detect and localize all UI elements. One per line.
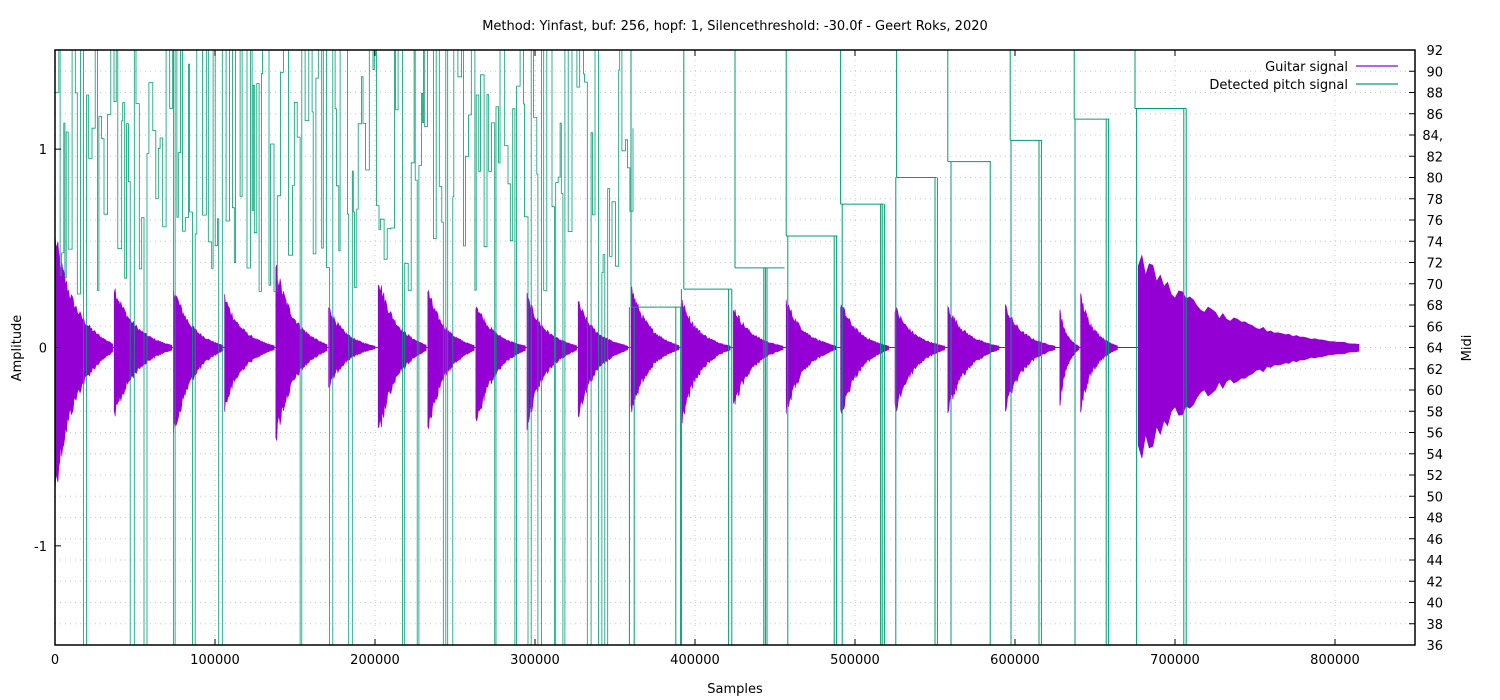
guitar-note-envelope (1059, 308, 1080, 406)
guitar-note-envelope (1080, 293, 1118, 413)
x-tick-label: 400000 (670, 653, 720, 668)
y2-tick-label: 92 (1426, 44, 1443, 59)
guitar-note-envelope (113, 288, 173, 417)
guitar-note-envelope (1137, 254, 1360, 459)
guitar-note-envelope (894, 307, 945, 412)
x-axis: 0 100000 200000 300000 400000 500000 600000 700… (51, 50, 1360, 668)
legend-label-guitar-signal: Guitar signal (1265, 60, 1348, 75)
y2-tick-label: 54 (1426, 448, 1443, 463)
guitar-note-envelope (840, 304, 889, 414)
pitch-noisy-region (55, 49, 634, 646)
guitar-note-envelope (475, 306, 526, 421)
series-guitar-signal (54, 234, 1360, 492)
y2-tick-label: 82 (1426, 150, 1443, 165)
y2-axis: 36 38 40 42 44 46 48 50 52 54 56 58 60 62 64 66 68 70 72 74… (1409, 44, 1443, 654)
y2-tick-label: 70 (1426, 278, 1443, 293)
y2-tick-label: 72 (1426, 257, 1443, 272)
y2-tick-label: 44 (1426, 554, 1443, 569)
guitar-note-envelope (785, 299, 837, 414)
guitar-note-envelope (577, 300, 629, 418)
y2-tick-label: 60 (1426, 384, 1443, 399)
y2-tick-label: 62 (1426, 363, 1443, 378)
y2-tick-label: 40 (1426, 597, 1443, 612)
y-tick-label: 0 (39, 342, 47, 357)
y2-tick-label: 76 (1426, 214, 1443, 229)
y2-tick-label: 90 (1426, 65, 1443, 80)
guitar-note-envelope (224, 294, 275, 412)
y2-axis-label: Midi (1460, 335, 1475, 362)
y2-tick-label: 66 (1426, 320, 1443, 335)
legend: Guitar signal Detected pitch signal (1209, 60, 1398, 93)
y2-tick-label: 42 (1426, 575, 1443, 590)
y2-tick-label: 88 (1426, 87, 1443, 102)
y2-tick-label: 78 (1426, 193, 1443, 208)
x-tick-label: 200000 (350, 653, 400, 668)
y2-tick-label: 68 (1426, 299, 1443, 314)
y-axis: -1 0 1 (34, 143, 61, 555)
y2-tick-label: 52 (1426, 469, 1443, 484)
x-tick-label: 700000 (1150, 653, 1200, 668)
guitar-note-envelope (526, 293, 577, 431)
x-tick-label: 0 (51, 653, 59, 668)
y2-tick-label: 86 (1426, 108, 1443, 123)
x-axis-label: Samples (707, 682, 763, 697)
x-tick-label: 300000 (510, 653, 560, 668)
y2-tick-label: 64 (1426, 342, 1443, 357)
guitar-note-envelope (733, 309, 784, 405)
y2-tick-label: 58 (1426, 405, 1443, 420)
y2-tick-label: 84, (1422, 129, 1443, 144)
y2-tick-label: 48 (1426, 512, 1443, 527)
y-tick-label: 1 (39, 143, 47, 158)
y-tick-label: -1 (34, 540, 47, 555)
y2-tick-label: 38 (1426, 618, 1443, 633)
guitar-note-envelope (1005, 303, 1056, 412)
x-tick-label: 100000 (190, 653, 240, 668)
y2-tick-label: 46 (1426, 533, 1443, 548)
y2-tick-label: 74 (1426, 235, 1443, 250)
y2-tick-label: 80 (1426, 172, 1443, 187)
x-tick-label: 800000 (1310, 653, 1360, 668)
y2-tick-label: 50 (1426, 490, 1443, 505)
chart-title: Method: Yinfast, buf: 256, hopf: 1, Sile… (482, 19, 988, 34)
guitar-note-envelope (630, 286, 680, 413)
y-axis-label: Amplitude (10, 315, 25, 382)
guitar-note-envelope (947, 305, 1000, 414)
y2-tick-label: 56 (1426, 427, 1443, 442)
x-tick-label: 600000 (990, 653, 1040, 668)
guitar-note-envelope (173, 290, 224, 433)
y2-tick-label: 36 (1426, 639, 1443, 654)
guitar-note-envelope (681, 299, 731, 424)
series-detected-pitch-signal (55, 49, 1187, 646)
legend-label-detected-pitch-signal: Detected pitch signal (1209, 78, 1348, 93)
x-tick-label: 500000 (830, 653, 880, 668)
guitar-note-envelope (427, 289, 475, 429)
